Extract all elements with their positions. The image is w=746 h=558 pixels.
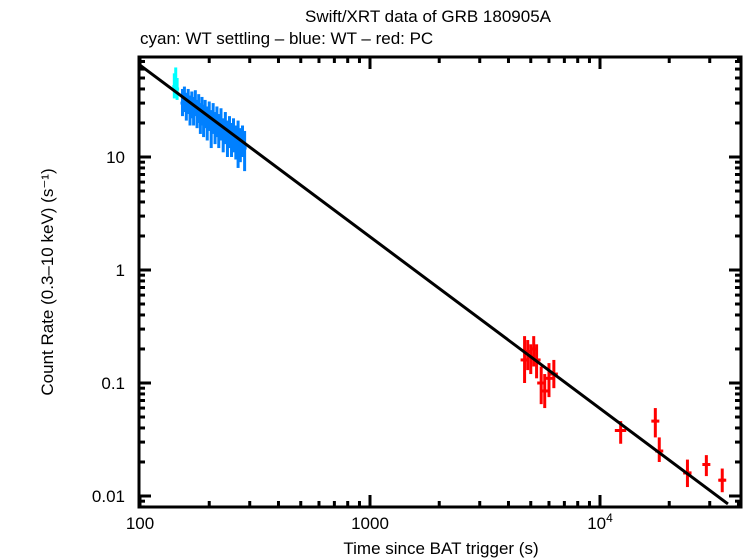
y-axis-label: Count Rate (0.3–10 keV) (s⁻¹) — [38, 168, 57, 395]
series-wt-settling — [172, 67, 180, 100]
series-wt — [180, 86, 247, 172]
x-tick-exponent: 4 — [606, 511, 613, 525]
y-tick-label: 10 — [106, 148, 125, 167]
chart-subtitle: cyan: WT settling – blue: WT – red: PC — [140, 29, 433, 48]
plot-marks — [139, 63, 729, 506]
series-line — [172, 79, 179, 90]
y-tick-label: 1 — [116, 261, 125, 280]
axis-ticks: 100 1000 104 10 1 0.1 0.01 — [92, 57, 741, 533]
x-axis-label: Time since BAT trigger (s) — [343, 539, 538, 558]
x-tick-label: 100 — [126, 514, 154, 533]
chart-title: Swift/XRT data of GRB 180905A — [305, 7, 552, 26]
y-tick-label: 0.01 — [92, 487, 125, 506]
x-tick-label: 104 — [587, 511, 613, 533]
x-tick-label: 1000 — [351, 514, 389, 533]
series-pc — [520, 336, 727, 493]
y-tick-label: 0.1 — [101, 374, 125, 393]
fit-line — [139, 63, 729, 506]
